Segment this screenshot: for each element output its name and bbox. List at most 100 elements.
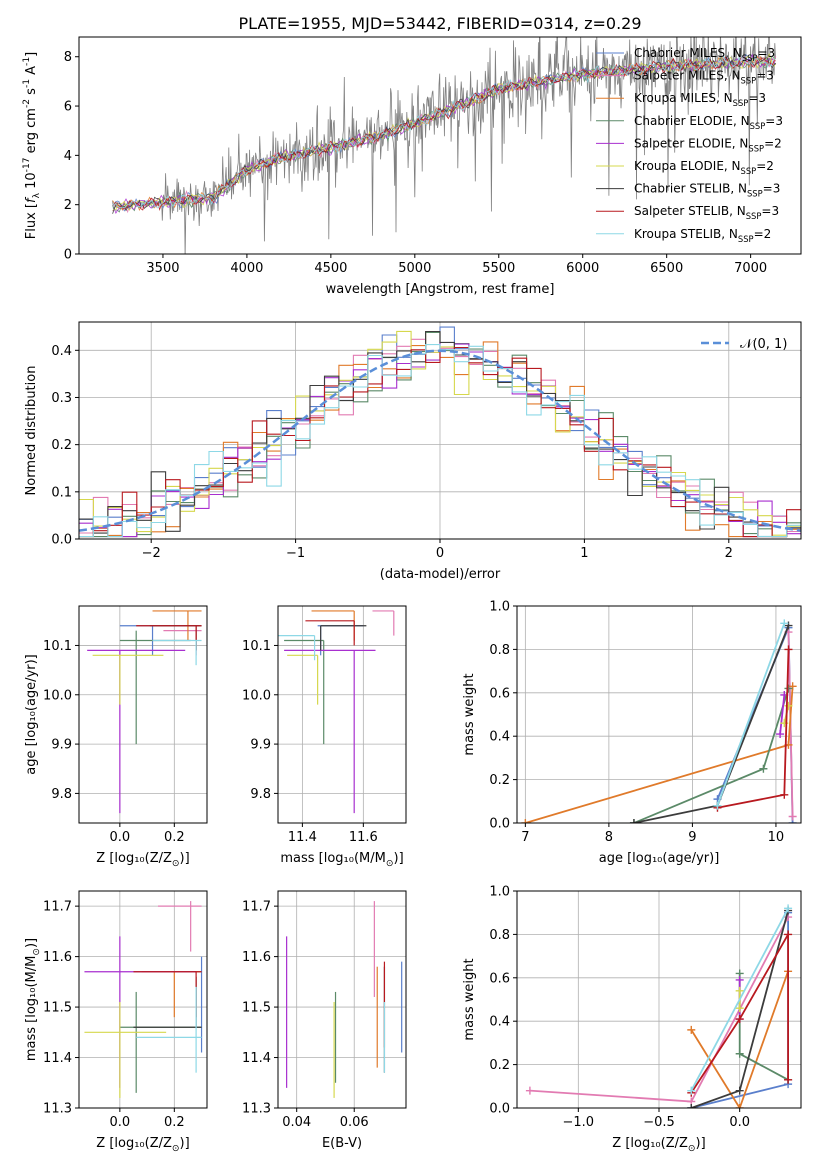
weight-marker — [780, 790, 789, 799]
spectrum-ytick-label: 6 — [64, 100, 72, 115]
mass-vs-Z-xtick-label: 0.0 — [110, 1115, 131, 1130]
spectrum-ylabel: Flux [fλ​ 10-17​ erg cm-2​ s-1​ A-1​] — [22, 52, 42, 239]
spectrum-xtick-label: 5500 — [482, 261, 515, 276]
weight-vs-age-xlabel: age [log₁₀(age/yr)] — [599, 851, 720, 866]
mass-vs-Z-ytick-label: 11.4 — [43, 1051, 72, 1066]
weight-vs-age-ylabel: mass weight — [462, 673, 477, 755]
spectrum-ytick-label: 8 — [64, 50, 72, 65]
legend-label: Salpeter ELODIE, NSSP​=2 — [634, 136, 782, 153]
mass-vs-ebv-ytick-label: 11.6 — [242, 950, 271, 965]
spectrum-frame — [78, 36, 802, 255]
weight-marker — [629, 819, 638, 823]
weight-marker — [735, 1015, 744, 1024]
mass-vs-Z-frame — [78, 890, 208, 1109]
weight-marker — [784, 621, 793, 630]
age-vs-Z-ylabel: age [log₁₀(age/yr)] — [24, 654, 39, 775]
weight-marker — [735, 975, 744, 984]
observed-spectrum — [112, 37, 776, 254]
mass-vs-ebv-frame — [277, 890, 407, 1109]
age-vs-Z-ytick-label: 9.8 — [51, 787, 72, 802]
histogram-xtick-label: 0 — [436, 546, 444, 561]
weight-marker — [784, 930, 793, 939]
age-vs-mass-xtick-label: 11.6 — [349, 830, 378, 845]
age-vs-mass-frame — [277, 605, 407, 824]
legend-label: Chabrier MILES, NSSP​=3 — [634, 46, 775, 63]
weight-vs-age-xtick-label: 8 — [605, 830, 613, 845]
weight-vs-age-axes: 7 8 9 10 0.0 0.2 0.4 0.6 0.8 1.0 age [log₁₀(age/yr… — [462, 600, 802, 866]
mass-vs-ebv-xlabel: E(B-V) — [322, 1136, 362, 1151]
legend-label: Salpeter STELIB, NSSP​=3 — [634, 204, 779, 221]
legend-label: Salpeter MILES, NSSP​=3 — [634, 69, 774, 86]
spectrum-xtick-label: 5000 — [398, 261, 431, 276]
weight-marker — [735, 1086, 744, 1095]
weight-vs-age-ytick-label: 0.4 — [489, 730, 510, 745]
mass-vs-ebv-ytick-label: 11.7 — [242, 900, 271, 915]
weight-vs-Z-ytick-label: 0.0 — [489, 1102, 510, 1117]
mass-vs-ebv-ytick-label: 11.4 — [242, 1051, 271, 1066]
histogram-xlabel: (data-model)/error — [380, 567, 501, 582]
weight-vs-age-ytick-label: 0.2 — [489, 773, 510, 788]
weight-line — [525, 686, 794, 823]
spectrum-plot-area — [112, 37, 777, 254]
age-vs-Z-axes: 0.0 0.2 9.8 9.9 10.0 10.1 Z [log₁₀(Z/Z⊙​)] age … — [24, 605, 208, 869]
weight-vs-Z-ytick-label: 0.6 — [489, 971, 510, 986]
weight-vs-Z-ytick-label: 0.4 — [489, 1015, 510, 1030]
histogram-ytick-label: 0.2 — [51, 438, 72, 453]
weight-marker — [687, 1104, 696, 1108]
age-vs-mass-ytick-label: 10.0 — [242, 688, 271, 703]
age-vs-Z-xtick-label: 0.0 — [110, 830, 131, 845]
weight-line — [633, 688, 790, 823]
weight-line — [633, 625, 790, 823]
histogram-ytick-label: 0.3 — [51, 391, 72, 406]
weight-marker — [521, 819, 530, 823]
legend-label: Kroupa STELIB, NSSP​=2 — [634, 227, 771, 244]
histogram-ytick-label: 0.0 — [51, 533, 72, 548]
weight-vs-Z-ytick-label: 0.2 — [489, 1058, 510, 1073]
legend-label: Chabrier ELODIE, NSSP​=3 — [634, 114, 783, 131]
weight-line — [690, 907, 789, 1092]
weight-vs-age-plot-area — [521, 619, 797, 823]
weight-vs-age-ytick-label: 0.8 — [489, 643, 510, 658]
weight-vs-Z-ylabel: mass weight — [462, 958, 477, 1040]
weight-marker — [687, 1025, 696, 1034]
weight-vs-Z-xtick-label: 0.0 — [729, 1115, 750, 1130]
weight-marker — [780, 619, 789, 628]
age-vs-mass-ytick-label: 9.8 — [250, 787, 271, 802]
spectrum-xtick-label: 4000 — [230, 261, 263, 276]
age-vs-mass-ytick-label: 9.9 — [250, 738, 271, 753]
weight-marker — [687, 1086, 696, 1095]
weight-vs-age-ytick-label: 0.6 — [489, 686, 510, 701]
gaussian-curve — [79, 349, 801, 532]
spectrum-xtick-label: 6500 — [650, 261, 683, 276]
weight-marker — [735, 1004, 744, 1013]
histogram-ylabel: Normed distribution — [24, 366, 39, 496]
legend-label: Kroupa ELODIE, NSSP​=2 — [634, 159, 774, 176]
weight-marker — [784, 684, 793, 693]
weight-marker — [788, 812, 797, 821]
mass-vs-Z-xlabel: Z [log₁₀(Z/Z⊙​)] — [96, 1136, 189, 1154]
age-vs-mass-axes: 11.4 11.6 9.8 9.9 10.0 10.1 mass [log₁₀(M/M⊙​)… — [242, 605, 407, 869]
age-vs-Z-xlabel: Z [log₁₀(Z/Z⊙​)] — [96, 851, 189, 869]
weight-vs-age-ytick-label: 0.0 — [489, 817, 510, 832]
histogram-xtick-label: 1 — [580, 546, 588, 561]
spectrum-xtick-label: 4500 — [314, 261, 347, 276]
legend-label: 𝒩(0, 1) — [740, 337, 787, 352]
mass-vs-Z-plot-area — [84, 901, 203, 1098]
mass-vs-ebv-xtick-label: 0.06 — [340, 1115, 369, 1130]
spectrum-ytick-label: 4 — [64, 149, 72, 164]
weight-vs-age-ytick-label: 1.0 — [489, 600, 510, 615]
weight-marker — [784, 645, 793, 654]
mass-vs-ebv-xtick-label: 0.04 — [282, 1115, 311, 1130]
weight-marker — [713, 801, 722, 810]
weight-marker — [759, 764, 768, 773]
mass-vs-ebv-ytick-label: 11.3 — [242, 1102, 271, 1117]
histogram-ytick-label: 0.1 — [51, 485, 72, 500]
weight-vs-age-xtick-label: 10 — [768, 830, 785, 845]
histogram-series — [79, 344, 801, 538]
histogram-xtick-label: −2 — [142, 546, 161, 561]
histogram-ytick-label: 0.4 — [51, 344, 72, 359]
spectrum-xtick-label: 6000 — [566, 261, 599, 276]
histogram-series — [79, 346, 801, 538]
age-vs-Z-xtick-label: 0.2 — [164, 830, 185, 845]
mass-vs-Z-ytick-label: 11.6 — [43, 950, 72, 965]
